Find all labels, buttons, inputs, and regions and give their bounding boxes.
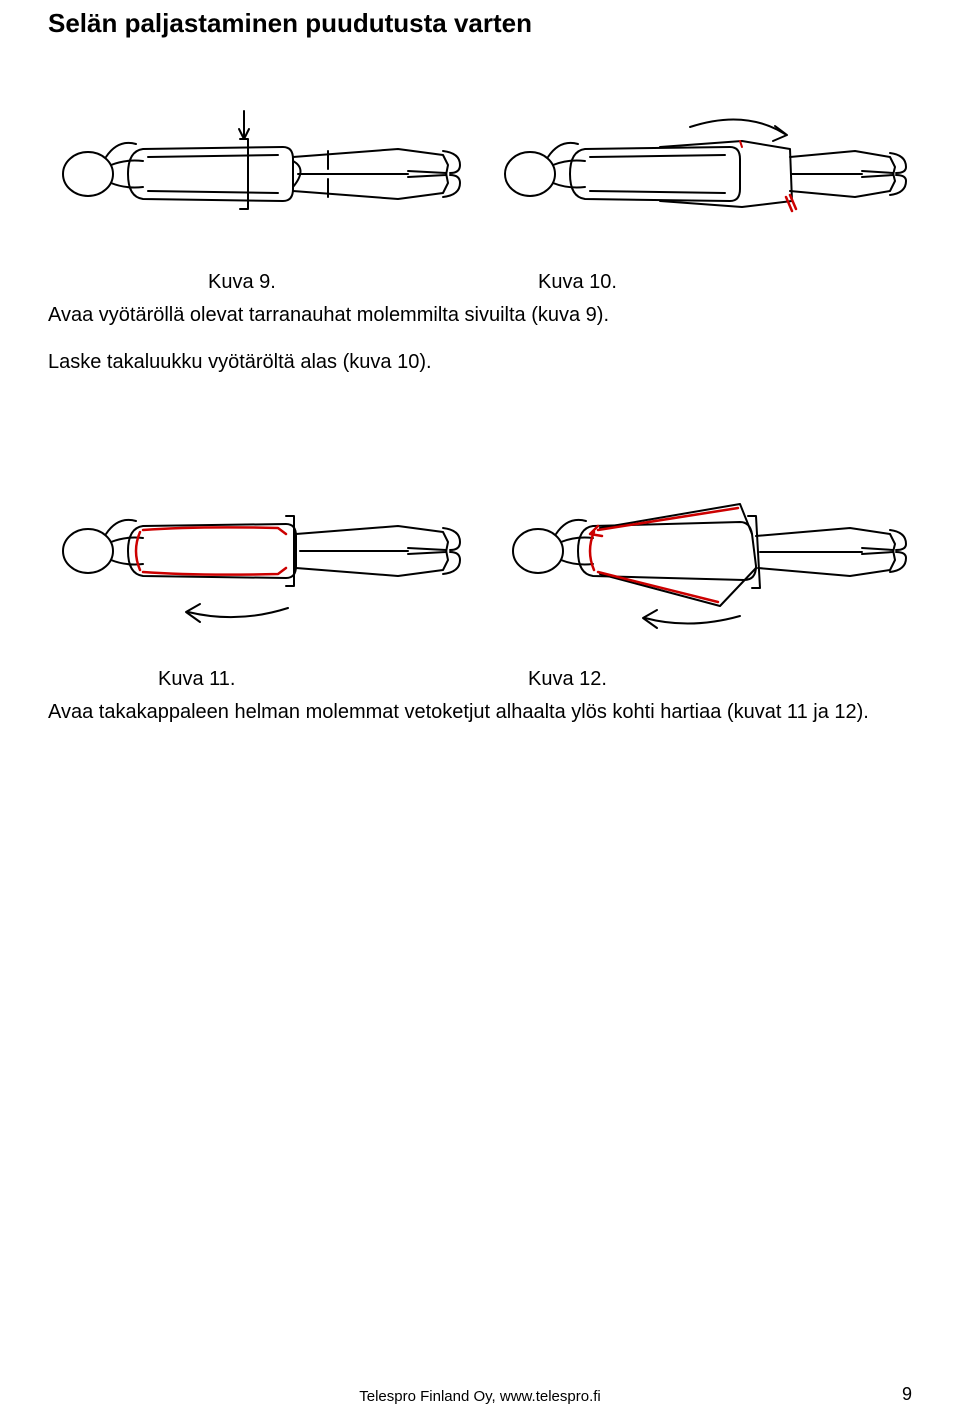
- paragraph-3: Avaa takakappaleen helman molemmat vetok…: [48, 699, 912, 726]
- caption-10: Kuva 10.: [538, 271, 617, 294]
- paragraph-1: Avaa vyötäröllä olevat tarranauhat molem…: [48, 302, 912, 329]
- figure-12: [490, 456, 912, 656]
- page-title: Selän paljastaminen puudutusta varten: [48, 8, 912, 39]
- page-number: 9: [902, 1384, 912, 1405]
- figure-9: [48, 79, 470, 259]
- caption-row-2: Kuva 11. Kuva 12.: [48, 668, 912, 691]
- figure-row-1: [48, 79, 912, 259]
- figure-11: [48, 456, 470, 656]
- figure-10: [490, 79, 912, 259]
- document-page: Selän paljastaminen puudutusta varten: [0, 0, 960, 1427]
- footer-text: Telespro Finland Oy, www.telespro.fi: [0, 1388, 960, 1405]
- caption-11: Kuva 11.: [158, 668, 438, 691]
- caption-9: Kuva 9.: [208, 271, 448, 294]
- caption-12: Kuva 12.: [528, 668, 607, 691]
- figure-row-2: [48, 456, 912, 656]
- caption-row-1: Kuva 9. Kuva 10.: [48, 271, 912, 294]
- paragraph-2: Laske takaluukku vyötäröltä alas (kuva 1…: [48, 349, 912, 376]
